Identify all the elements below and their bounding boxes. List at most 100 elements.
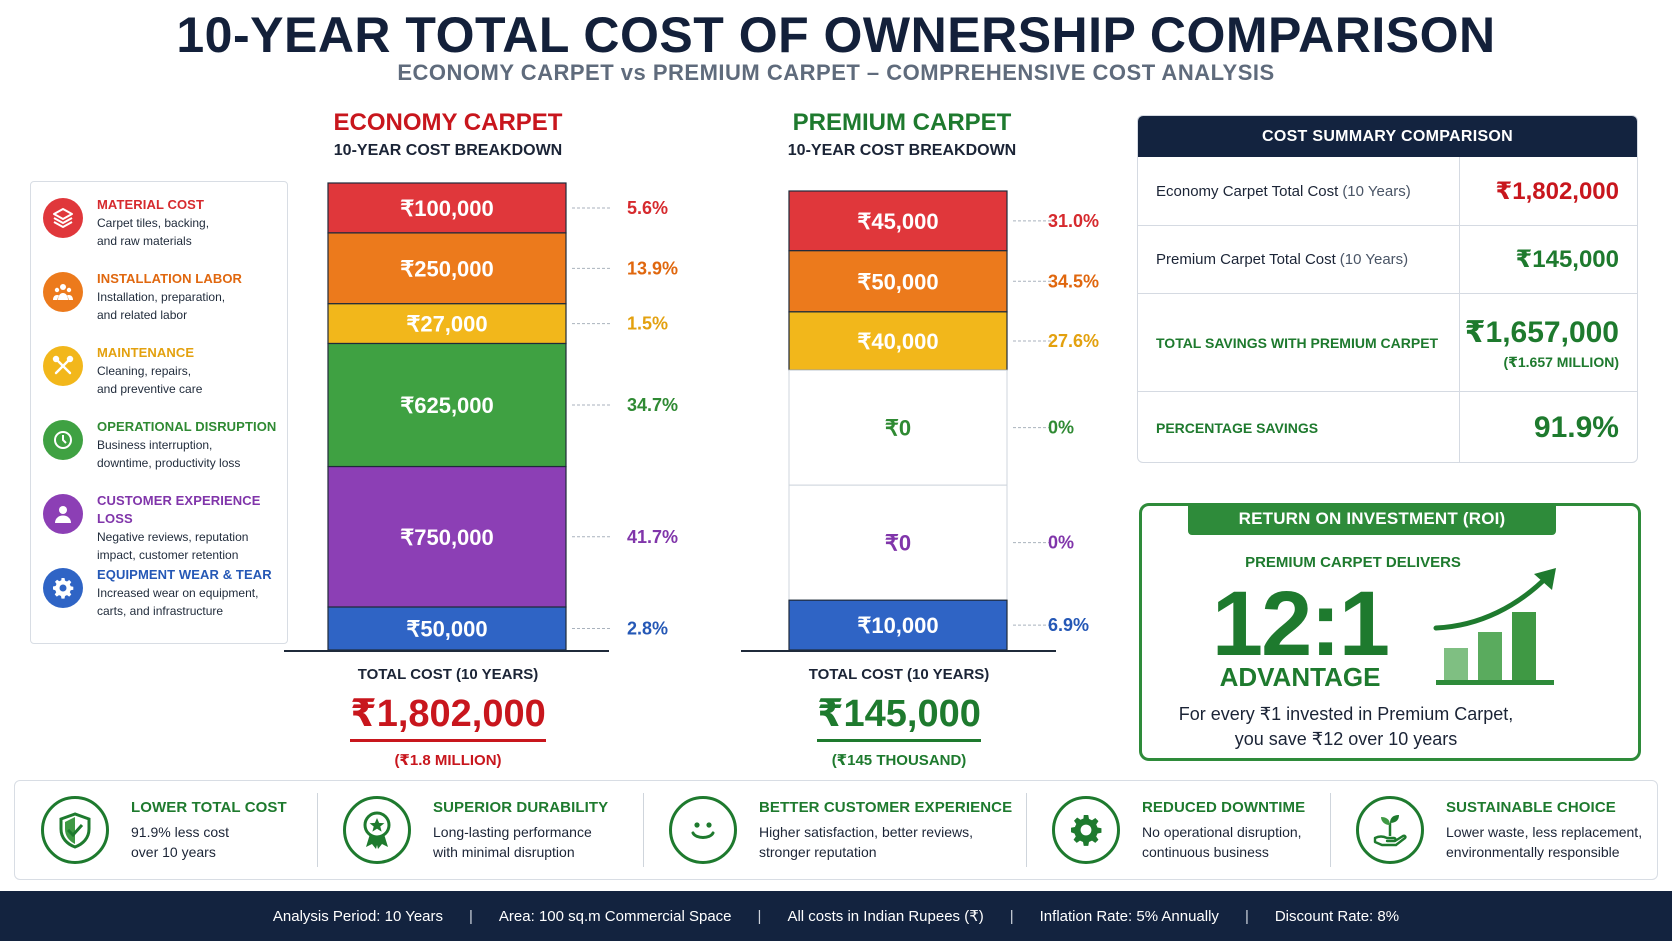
summary-row-economy: Economy Carpet Total Cost (10 Years) ₹1,8… bbox=[1138, 157, 1637, 225]
summary-label: PERCENTAGE SAVINGS bbox=[1156, 419, 1319, 436]
premium-total-block: TOTAL COST (10 YEARS) ₹145,000 (₹145 THO… bbox=[749, 665, 1049, 772]
benefit-title: REDUCED DOWNTIME bbox=[1142, 799, 1306, 816]
page-title: 10-YEAR TOTAL COST OF OWNERSHIP COMPARIS… bbox=[176, 7, 1496, 63]
benefit-desc: stronger reputation bbox=[759, 844, 877, 860]
premium-segment-label: ₹0 bbox=[885, 416, 911, 441]
premium-percent-label: 34.5% bbox=[1048, 271, 1099, 291]
page-subtitle: ECONOMY CARPET vs PREMIUM CARPET – COMPR… bbox=[397, 60, 1275, 85]
legend-name: MAINTENANCE bbox=[97, 345, 195, 360]
footer-separator: | bbox=[757, 907, 762, 925]
legend-item-maintenance: MAINTENANCE Cleaning, repairs, and preve… bbox=[43, 344, 277, 418]
summary-label-paren: (10 Years) bbox=[1339, 251, 1409, 268]
roi-advantage: ADVANTAGE bbox=[1219, 662, 1381, 692]
gear-icon bbox=[43, 568, 83, 608]
shield-icon bbox=[41, 796, 109, 864]
roi-header: RETURN ON INVESTMENT (ROI) bbox=[1188, 503, 1556, 535]
premium-chart-title: PREMIUM CARPET bbox=[792, 109, 1012, 136]
summary-row-percentage: PERCENTAGE SAVINGS 91.9% bbox=[1138, 391, 1637, 462]
legend-desc: downtime, productivity loss bbox=[97, 456, 241, 470]
economy-percent-label: 5.6% bbox=[627, 198, 668, 218]
plant-hand-icon bbox=[1356, 796, 1424, 864]
economy-segment-label: ₹250,000 bbox=[400, 256, 494, 281]
benefit-desc: environmentally responsible bbox=[1446, 844, 1620, 860]
economy-segment-label: ₹100,000 bbox=[400, 196, 494, 221]
benefits-strip: LOWER TOTAL COST 91.9% less cost over 10… bbox=[14, 780, 1658, 880]
footer-separator: | bbox=[1244, 907, 1249, 925]
roi-description: For every ₹1 invested in Premium Carpet,… bbox=[1142, 702, 1550, 752]
benefit-desc: with minimal disruption bbox=[433, 844, 575, 860]
footer-separator: | bbox=[469, 907, 473, 925]
economy-chart-subtitle: 10-YEAR COST BREAKDOWN bbox=[333, 142, 563, 159]
footer-discount: Discount Rate: 8% bbox=[1274, 907, 1400, 925]
user-icon bbox=[43, 494, 83, 534]
footer-bar: Analysis Period: 10 Years | Area: 100 sq… bbox=[0, 891, 1672, 941]
premium-bar-segment-material bbox=[788, 190, 1008, 252]
premium-bar-segment-customer bbox=[788, 484, 1008, 601]
premium-segment-label: ₹40,000 bbox=[857, 329, 938, 354]
footer-separator: | bbox=[1009, 907, 1014, 925]
premium-bar-segment-installation bbox=[788, 250, 1008, 313]
roi-panel: RETURN ON INVESTMENT (ROI) PREMIUM CARPE… bbox=[1139, 503, 1641, 761]
premium-segment-label: ₹50,000 bbox=[857, 269, 938, 294]
economy-total-block: TOTAL COST (10 YEARS) ₹1,802,000 (₹1.8 M… bbox=[298, 665, 598, 772]
premium-chart-subtitle: 10-YEAR COST BREAKDOWN bbox=[787, 142, 1017, 159]
summary-header: COST SUMMARY COMPARISON bbox=[1138, 116, 1637, 157]
footer-area: Area: 100 sq.m Commercial Space bbox=[498, 907, 732, 925]
legend-item-material: MATERIAL COST Carpet tiles, backing, and… bbox=[43, 196, 277, 270]
premium-percent-label: 27.6% bbox=[1048, 331, 1099, 351]
premium-segment-label: ₹10,000 bbox=[857, 613, 938, 638]
summary-value-savings-sub: (₹1.657 MILLION) bbox=[1503, 353, 1619, 370]
economy-chart-header: ECONOMY CARPET 10-YEAR COST BREAKDOWN bbox=[298, 109, 598, 163]
legend-name: INSTALLATION LABOR bbox=[97, 271, 243, 286]
roi-desc-line: For every ₹1 invested in Premium Carpet, bbox=[1178, 704, 1514, 724]
legend-name: CUSTOMER EXPERIENCE LOSS bbox=[97, 493, 261, 526]
premium-segment-label: ₹45,000 bbox=[857, 209, 938, 234]
footer-inflation: Inflation Rate: 5% Annually bbox=[1039, 907, 1219, 925]
roi-ratio: 12:1 bbox=[1211, 573, 1390, 675]
legend-desc: impact, customer retention bbox=[97, 548, 239, 562]
economy-chart-title: ECONOMY CARPET bbox=[333, 109, 563, 136]
economy-bar-segment-material bbox=[327, 182, 567, 234]
footer-currency: All costs in Indian Rupees (₹) bbox=[787, 908, 984, 925]
summary-row-premium: Premium Carpet Total Cost (10 Years) ₹145… bbox=[1138, 225, 1637, 293]
premium-bar-segment-maintenance bbox=[788, 311, 1008, 371]
cost-summary-table: COST SUMMARY COMPARISON Economy Carpet T… bbox=[1137, 115, 1638, 463]
legend-desc: Installation, preparation, bbox=[97, 290, 226, 304]
benefit-desc: Lower waste, less replacement, bbox=[1446, 824, 1643, 840]
premium-percent-label: 31.0% bbox=[1048, 211, 1099, 231]
clock-icon bbox=[43, 420, 83, 460]
economy-percent-label: 1.5% bbox=[627, 314, 668, 334]
summary-value-savings: ₹1,657,000 bbox=[1464, 315, 1619, 349]
benefit-desc: 91.9% less cost bbox=[131, 824, 230, 840]
benefit-desc: Higher satisfaction, better reviews, bbox=[759, 824, 973, 840]
benefit-title: LOWER TOTAL COST bbox=[131, 799, 287, 816]
roi-subtitle: PREMIUM CARPET DELIVERS bbox=[1245, 554, 1461, 571]
growth-chart-icon bbox=[1430, 566, 1570, 696]
legend-item-equipment: EQUIPMENT WEAR & TEAR Increased wear on … bbox=[43, 566, 277, 640]
summary-value-economy: ₹1,802,000 bbox=[1495, 177, 1619, 205]
economy-percent-label: 34.7% bbox=[627, 395, 678, 415]
benefit-title: SUSTAINABLE CHOICE bbox=[1446, 799, 1616, 816]
benefit-reduced-downtime: REDUCED DOWNTIME No operational disrupti… bbox=[1026, 781, 1330, 879]
legend-desc: carts, and infrastructure bbox=[97, 604, 224, 618]
benefit-durability: SUPERIOR DURABILITY Long-lasting perform… bbox=[317, 781, 643, 879]
summary-label: Premium Carpet Total Cost bbox=[1156, 251, 1336, 268]
workers-icon bbox=[43, 272, 83, 312]
roi-desc-line: you save ₹12 over 10 years bbox=[1234, 729, 1458, 749]
premium-percent-label: 6.9% bbox=[1048, 615, 1089, 635]
summary-value-premium: ₹145,000 bbox=[1515, 246, 1619, 273]
economy-segment-label: ₹27,000 bbox=[406, 312, 487, 337]
summary-row-savings: TOTAL SAVINGS WITH PREMIUM CARPET ₹1,657… bbox=[1138, 293, 1637, 391]
summary-value-percentage: 91.9% bbox=[1533, 410, 1619, 444]
economy-percent-label: 41.7% bbox=[627, 527, 678, 547]
legend-desc: Carpet tiles, backing, bbox=[97, 216, 210, 230]
legend-desc: and related labor bbox=[97, 308, 188, 322]
cost-category-legend: MATERIAL COST Carpet tiles, backing, and… bbox=[30, 181, 288, 644]
legend-name: MATERIAL COST bbox=[97, 197, 204, 212]
tools-icon bbox=[43, 346, 83, 386]
summary-label: TOTAL SAVINGS WITH PREMIUM CARPET bbox=[1156, 334, 1439, 351]
footer-analysis-period: Analysis Period: 10 Years bbox=[272, 907, 444, 925]
legend-name: EQUIPMENT WEAR & TEAR bbox=[97, 567, 272, 582]
summary-label: Economy Carpet Total Cost bbox=[1156, 182, 1339, 200]
